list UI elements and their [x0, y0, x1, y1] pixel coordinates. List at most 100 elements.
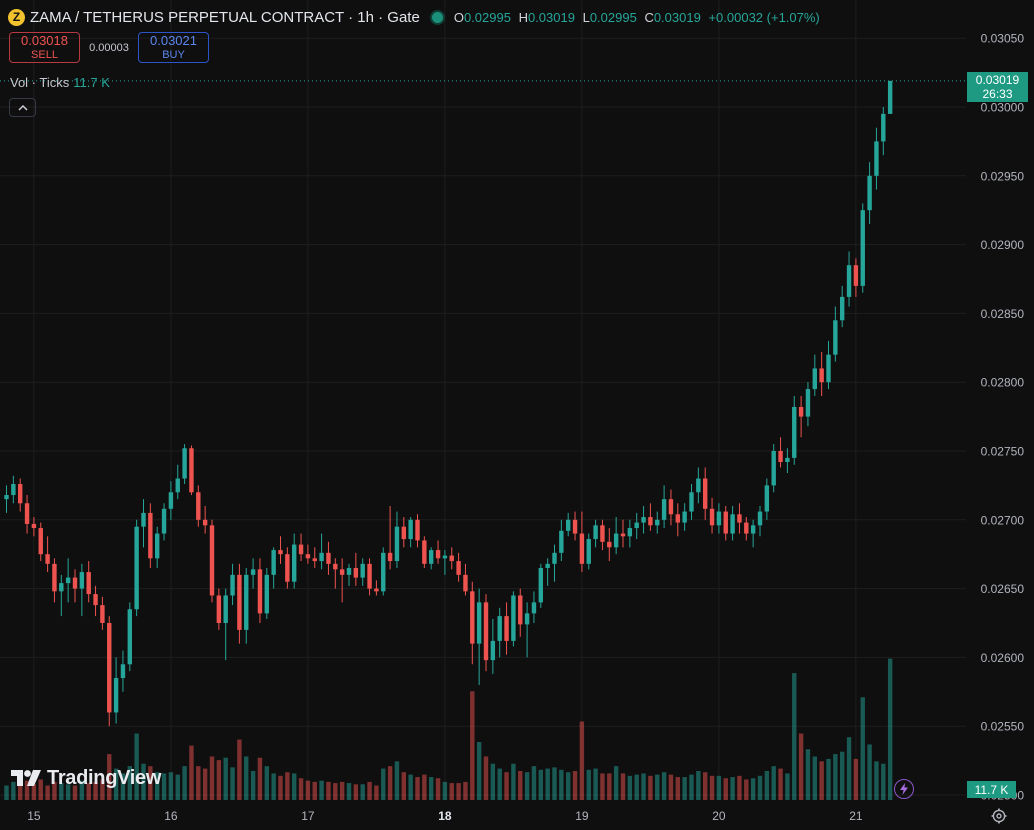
volume-bar: [305, 780, 311, 800]
candle-body: [579, 533, 585, 564]
candle-body: [148, 512, 153, 559]
candle-body: [607, 541, 612, 548]
candle-body: [237, 574, 242, 630]
candle-body: [778, 451, 783, 463]
volume-bar: [271, 773, 276, 800]
candle-body: [408, 519, 413, 540]
volume-bar: [168, 772, 174, 800]
chart-settings-button[interactable]: [991, 808, 1007, 829]
volume-bar: [346, 783, 352, 800]
price-tick-label: 0.02800: [981, 376, 1025, 390]
volume-bar: [292, 773, 297, 800]
volume-bar: [572, 771, 578, 800]
candle-body: [381, 552, 386, 592]
volume-bar: [155, 772, 160, 800]
volume-bar: [381, 768, 386, 800]
volume-bar: [613, 766, 619, 800]
time-tick-label: 15: [27, 809, 41, 823]
gear-icon: [991, 808, 1007, 824]
sell-button[interactable]: 0.03018 SELL: [9, 32, 80, 63]
zama-logo-icon: Z: [8, 8, 25, 26]
candle-body: [4, 495, 9, 500]
candle-body: [860, 210, 865, 286]
volume-bar: [298, 778, 304, 800]
volume-bar: [415, 777, 420, 800]
candle-body: [415, 519, 420, 541]
volume-bar: [812, 756, 817, 800]
time-tick-label: 20: [712, 809, 726, 823]
candle-body: [812, 368, 817, 390]
ohlc-open-label: O: [453, 9, 464, 25]
candle-body: [620, 533, 626, 537]
volume-bar: [881, 763, 886, 800]
candle-body: [429, 550, 434, 564]
price-tick-label: 0.02700: [981, 513, 1025, 527]
volume-bar: [737, 775, 742, 800]
candle-body: [168, 492, 174, 509]
last-price-label: 0.03019 26:33: [967, 72, 1028, 102]
volume-bar: [792, 673, 797, 800]
collapse-legend-button[interactable]: [9, 98, 36, 117]
symbol-title[interactable]: ZAMA / TETHERUS PERPETUAL CONTRACT · 1h …: [30, 8, 420, 26]
volume-bar: [675, 777, 680, 800]
candle-body: [387, 552, 393, 562]
volume-bar: [4, 785, 9, 800]
candle-body: [401, 526, 406, 540]
candle-body: [723, 511, 728, 534]
volume-bar: [648, 775, 653, 800]
candle-body: [257, 569, 263, 614]
volume-bar: [202, 768, 208, 800]
volume-bar: [545, 768, 550, 800]
volume-bar: [257, 757, 263, 800]
last-price-value: 0.03019: [975, 73, 1020, 87]
candle-body: [360, 563, 365, 578]
candle-body: [285, 554, 290, 582]
volume-bar: [559, 769, 564, 800]
volume-legend[interactable]: Vol · Ticks 11.7 K: [10, 75, 110, 90]
ohlc-change: +0.00032 (+1.07%): [708, 9, 820, 25]
candle-body: [223, 595, 228, 623]
volume-bar: [607, 773, 612, 800]
volume-bar: [750, 778, 756, 800]
market-status-dot-icon: [429, 9, 445, 25]
candle-body: [833, 320, 838, 355]
time-axis[interactable]: 15 16 17 18 19 20 21: [27, 809, 863, 823]
volume-bar: [887, 658, 893, 800]
candle-body: [113, 678, 119, 713]
candle-body: [155, 533, 160, 559]
candle-body: [107, 623, 112, 713]
volume-bar: [463, 781, 468, 800]
tradingview-logo[interactable]: TradingView: [11, 767, 161, 790]
spread-value: 0.00003: [89, 41, 129, 54]
volume-legend-value: 11.7 K: [73, 75, 110, 90]
candle-body: [52, 563, 57, 592]
price-tick-label: 0.02950: [981, 169, 1025, 183]
candle-body: [572, 519, 578, 534]
volume-bar: [326, 781, 331, 800]
candle-body: [175, 478, 180, 493]
volume-bar: [634, 774, 639, 800]
candle-body: [661, 499, 667, 520]
volume-bar: [264, 766, 269, 800]
candle-body: [127, 609, 132, 665]
volume-bar: [744, 779, 749, 800]
volume-bar: [175, 774, 180, 800]
buy-button[interactable]: 0.03021 BUY: [138, 32, 209, 63]
lightning-button[interactable]: [894, 779, 914, 799]
candle-body: [764, 485, 770, 512]
candle-body: [339, 569, 345, 575]
candle-body: [141, 512, 146, 527]
candle-body: [737, 514, 742, 523]
candle-body: [750, 525, 756, 534]
price-axis[interactable]: 0.03050 0.03000 0.02950 0.02900 0.02850 0.028…: [981, 32, 1025, 803]
candle-body: [730, 514, 735, 534]
candle-body: [374, 588, 379, 592]
volume-bar: [435, 778, 441, 800]
volume-bar: [456, 783, 461, 800]
candle-body: [682, 511, 687, 523]
volume-bar: [874, 761, 879, 800]
volume-bar: [24, 780, 30, 800]
volume-bar: [31, 784, 37, 800]
volume-bar: [860, 697, 865, 800]
